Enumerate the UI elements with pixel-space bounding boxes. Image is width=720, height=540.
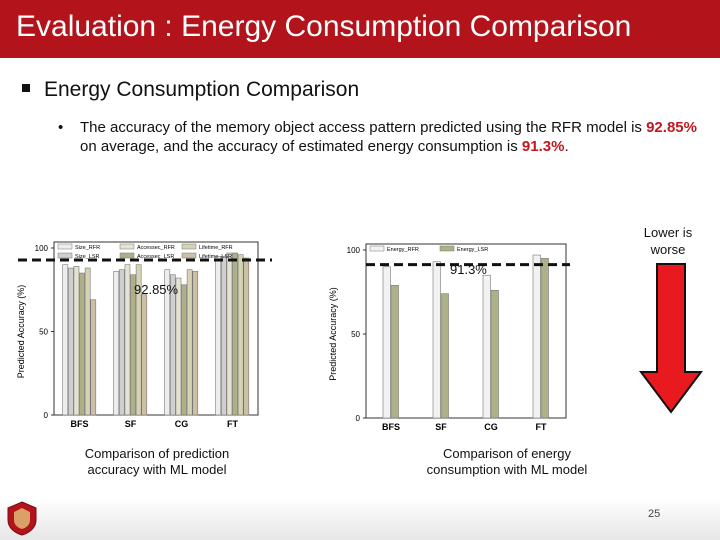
bar-Size_RFR-BFS <box>62 264 69 416</box>
bar-Energy_RFR-BFS <box>382 266 391 419</box>
bar-Size_RFR-CG <box>164 269 171 416</box>
bar-Accessec_LSR-FT <box>232 252 238 416</box>
legend-swatch <box>439 245 455 252</box>
bar-Energy_LSR-CG <box>490 290 499 419</box>
bar-Accessec_RFR-SF <box>124 264 131 416</box>
energy-value-highlight: 91.3% <box>521 138 565 155</box>
x-tick-label: SF <box>125 419 137 429</box>
bar-Accessec_RFR-CG <box>175 277 182 416</box>
bar-Energy_LSR-FT <box>540 258 549 419</box>
down-arrow-icon <box>639 263 703 414</box>
accuracy-reference-label: 92.85% <box>134 282 179 297</box>
bar-Accessec_LSR-CG <box>181 284 187 416</box>
x-tick-label: CG <box>175 419 189 429</box>
legend-entry: Accessec_LSR <box>137 254 174 260</box>
bar-Size_LSR-FT <box>221 256 227 416</box>
legend-entry: Accessec_RFR <box>137 245 175 251</box>
legend-swatch <box>57 252 73 259</box>
lower-is-worse-note: Lower is worse <box>643 225 693 257</box>
square-bullet-icon <box>22 84 30 93</box>
legend-entry: Energy_RFR <box>387 247 419 253</box>
bar-Accessec_RFR-BFS <box>73 266 80 416</box>
energy-consumption-chart: 0 50 100 Predicted Accuracy (%) BFS SF CG FT Ene… <box>328 243 570 432</box>
bar-Accessec_LSR-SF <box>130 274 136 416</box>
bar-Energy_LSR-BFS <box>390 284 399 419</box>
university-logo-icon <box>7 501 37 536</box>
legend-swatch <box>119 252 135 259</box>
bar-Energy_RFR-FT <box>532 254 541 419</box>
slide-title: Evaluation : Energy Consumption Comparis… <box>16 10 632 43</box>
legend-swatch <box>181 243 197 250</box>
bar-Energy_LSR-SF <box>440 293 449 419</box>
legend-entry: Size_LSR <box>75 254 99 260</box>
x-tick-label: FT <box>227 419 238 429</box>
x-tick-label: FT <box>536 422 547 432</box>
legend-swatch <box>119 243 135 250</box>
energy-reference-label: 91.3% <box>450 262 487 277</box>
bar-Lifetime_LSR-FT <box>243 257 250 416</box>
y-tick-label: 50 <box>351 330 360 339</box>
bar-Size_RFR-SF <box>113 271 120 416</box>
legend-entry: Lifetime_LSR <box>199 254 232 260</box>
sub-bullet-text: The accuracy of the memory object access… <box>80 118 698 156</box>
sub-bullet: • The accuracy of the memory object acce… <box>58 118 698 156</box>
bar-Size_LSR-CG <box>170 274 176 416</box>
y-tick-label: 50 <box>39 328 48 337</box>
bar-Size_LSR-BFS <box>67 267 74 416</box>
footer-bar <box>0 498 720 540</box>
bar-Lifetime_RFR-FT <box>237 254 244 416</box>
chart2-caption: Comparison of energy consumption with ML… <box>426 446 588 477</box>
x-tick-label: SF <box>435 422 447 432</box>
y-tick-label: 0 <box>356 414 361 423</box>
sub-bullet-part2: on average, and the accuracy of estimate… <box>80 138 522 155</box>
chart1-caption: Comparison of prediction accuracy with M… <box>84 446 230 477</box>
bar-Size_RFR-FT <box>215 256 222 416</box>
prediction-accuracy-chart: 0 50 100 Predicted Accuracy (%) BFS SF CG FT Siz… <box>16 241 272 429</box>
y-axis-label: Predicted Accuracy (%) <box>328 287 338 381</box>
x-tick-label: BFS <box>382 422 400 432</box>
main-bullet-text: Energy Consumption Comparison <box>44 78 360 101</box>
main-bullet: Energy Consumption Comparison <box>22 78 359 102</box>
bar-Lifetime_LSR-CG <box>192 271 199 416</box>
y-tick-label: 100 <box>347 246 361 255</box>
legend-entry: Energy_LSR <box>457 247 488 253</box>
accuracy-value-highlight: 92.85% <box>646 119 697 136</box>
plot-frame <box>365 243 567 419</box>
y-tick-label: 0 <box>44 411 49 420</box>
bar-Energy_RFR-SF <box>432 261 441 419</box>
x-tick-label: CG <box>484 422 498 432</box>
bar-Lifetime_RFR-CG <box>186 269 193 416</box>
legend-entry: Lifetime_RFR <box>199 245 233 251</box>
legend-swatch <box>57 243 73 250</box>
legend-swatch <box>369 245 385 252</box>
plot-frame <box>53 241 259 416</box>
bar-Accessec_RFR-FT <box>226 252 233 416</box>
legend-swatch <box>181 252 197 259</box>
bar-Lifetime_RFR-BFS <box>84 267 91 416</box>
bar-Accessec_LSR-BFS <box>79 272 85 416</box>
sub-bullet-part1: The accuracy of the memory object access… <box>80 119 647 136</box>
y-tick-label: 100 <box>35 244 49 253</box>
x-tick-label: BFS <box>71 419 89 429</box>
bar-Lifetime_LSR-BFS <box>90 299 97 416</box>
title-bar: Evaluation : Energy Consumption Comparis… <box>0 0 720 58</box>
page-number: 25 <box>648 508 661 520</box>
sub-bullet-part3: . <box>564 138 569 155</box>
bar-Energy_RFR-CG <box>482 274 491 419</box>
bar-Lifetime_LSR-SF <box>141 294 148 416</box>
sub-bullet-marker: • <box>58 119 64 136</box>
bar-Lifetime_RFR-SF <box>135 264 142 416</box>
legend-entry: Size_RFR <box>75 245 100 251</box>
bar-Size_LSR-SF <box>119 269 125 416</box>
y-axis-label: Predicted Accuracy (%) <box>16 285 26 379</box>
